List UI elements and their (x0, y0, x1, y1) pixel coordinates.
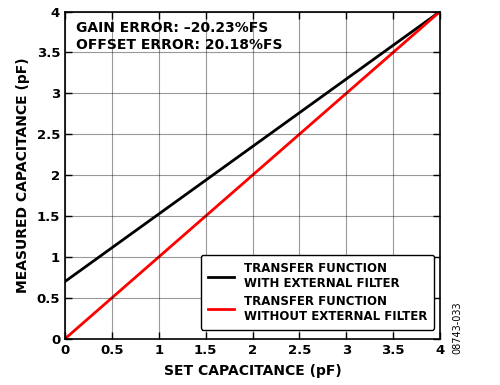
Text: 08743-033: 08743-033 (452, 301, 462, 354)
Legend: TRANSFER FUNCTION
WITH EXTERNAL FILTER, TRANSFER FUNCTION
WITHOUT EXTERNAL FILTE: TRANSFER FUNCTION WITH EXTERNAL FILTER, … (201, 255, 434, 330)
Y-axis label: MEASURED CAPACITANCE (pF): MEASURED CAPACITANCE (pF) (16, 57, 30, 293)
X-axis label: SET CAPACITANCE (pF): SET CAPACITANCE (pF) (164, 363, 342, 378)
Text: GAIN ERROR: –20.23%FS
OFFSET ERROR: 20.18%FS: GAIN ERROR: –20.23%FS OFFSET ERROR: 20.1… (76, 21, 283, 52)
